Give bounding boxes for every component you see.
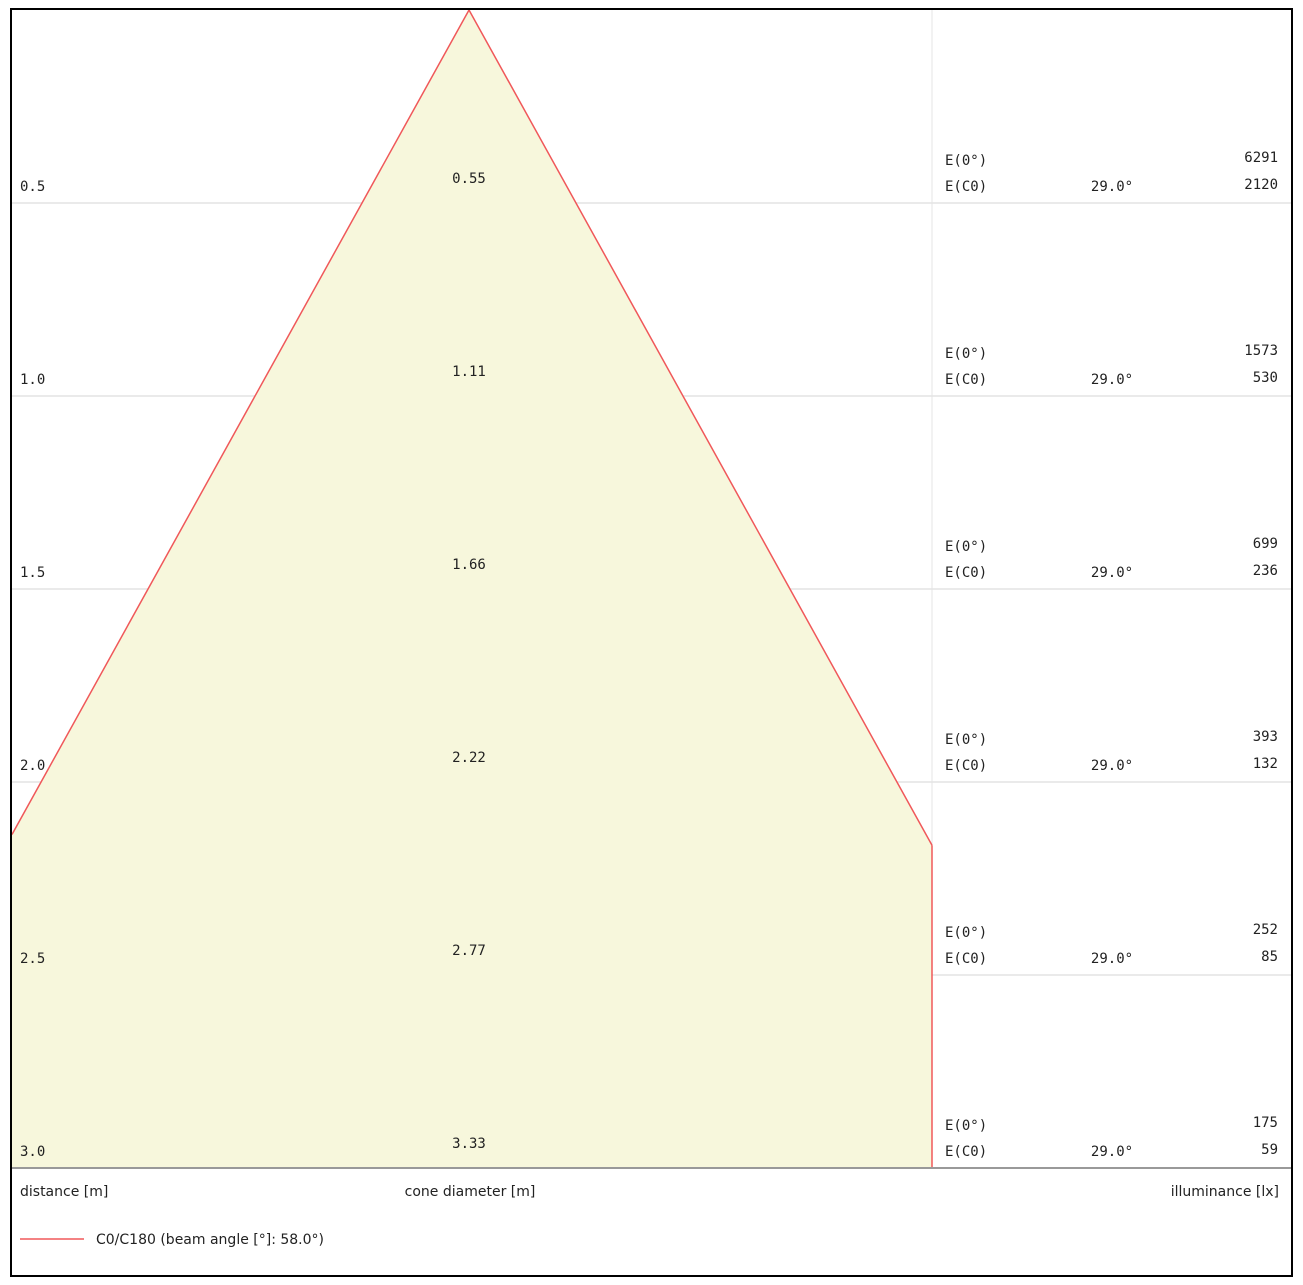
angle-label: 29.0° xyxy=(1091,1144,1133,1160)
e0-label: E(0°) xyxy=(945,153,987,169)
c0-value: 236 xyxy=(1253,563,1278,579)
c0-value: 132 xyxy=(1253,756,1278,772)
e0-label: E(0°) xyxy=(945,539,987,555)
x-axis-label: distance [m] xyxy=(20,1184,108,1200)
c0-value: 2120 xyxy=(1244,177,1278,193)
right-axis-label: illuminance [lx] xyxy=(1171,1184,1279,1200)
cone-area xyxy=(12,10,932,1168)
c0-label: E(C0) xyxy=(945,565,987,581)
angle-label: 29.0° xyxy=(1091,179,1133,195)
legend-label: C0/C180 (beam angle [°]: 58.0°) xyxy=(96,1232,324,1248)
e0-label: E(0°) xyxy=(945,925,987,941)
c0-label: E(C0) xyxy=(945,1144,987,1160)
e0-label: E(0°) xyxy=(945,732,987,748)
cone-outline xyxy=(11,8,933,846)
chart-frame: 0.5 0.55 E(0°) E(C0) 29.0° 6291 2120 1.0 1.11 E(0… xyxy=(10,8,1293,1277)
e0-value: 699 xyxy=(1253,536,1278,552)
e0-label: E(0°) xyxy=(945,1118,987,1134)
distance-tick-label: 1.0 xyxy=(20,372,45,388)
c0-label: E(C0) xyxy=(945,179,987,195)
e0-value: 393 xyxy=(1253,729,1278,745)
c0-value: 59 xyxy=(1261,1142,1278,1158)
c0-label: E(C0) xyxy=(945,758,987,774)
distance-tick-label: 2.0 xyxy=(20,758,45,774)
angle-label: 29.0° xyxy=(1091,565,1133,581)
e0-label: E(0°) xyxy=(945,346,987,362)
distance-tick-label: 3.0 xyxy=(20,1144,45,1160)
distance-tick-label: 2.5 xyxy=(20,951,45,967)
cone-diameter-label: 1.66 xyxy=(452,557,486,573)
c0-label: E(C0) xyxy=(945,372,987,388)
c0-label: E(C0) xyxy=(945,951,987,967)
angle-label: 29.0° xyxy=(1091,372,1133,388)
cone-diameter-label: 1.11 xyxy=(452,364,486,380)
angle-label: 29.0° xyxy=(1091,951,1133,967)
center-axis-label: cone diameter [m] xyxy=(405,1184,536,1200)
cone-diameter-label: 3.33 xyxy=(452,1136,486,1152)
beam-cone-chart: 0.5 0.55 E(0°) E(C0) 29.0° 6291 2120 1.0 1.11 E(0… xyxy=(11,8,1291,1248)
cone-diameter-label: 2.22 xyxy=(452,750,486,766)
distance-tick-label: 1.5 xyxy=(20,565,45,581)
cone-diameter-label: 0.55 xyxy=(452,171,486,187)
cone-diameter-label: 2.77 xyxy=(452,943,486,959)
distance-tick-label: 0.5 xyxy=(20,179,45,195)
row-labels: 0.5 0.55 E(0°) E(C0) 29.0° 6291 2120 1.0 1.11 E(0… xyxy=(20,150,1278,1160)
c0-value: 530 xyxy=(1253,370,1278,386)
e0-value: 252 xyxy=(1253,922,1278,938)
e0-value: 1573 xyxy=(1244,343,1278,359)
e0-value: 6291 xyxy=(1244,150,1278,166)
angle-label: 29.0° xyxy=(1091,758,1133,774)
c0-value: 85 xyxy=(1261,949,1278,965)
e0-value: 175 xyxy=(1253,1115,1278,1131)
